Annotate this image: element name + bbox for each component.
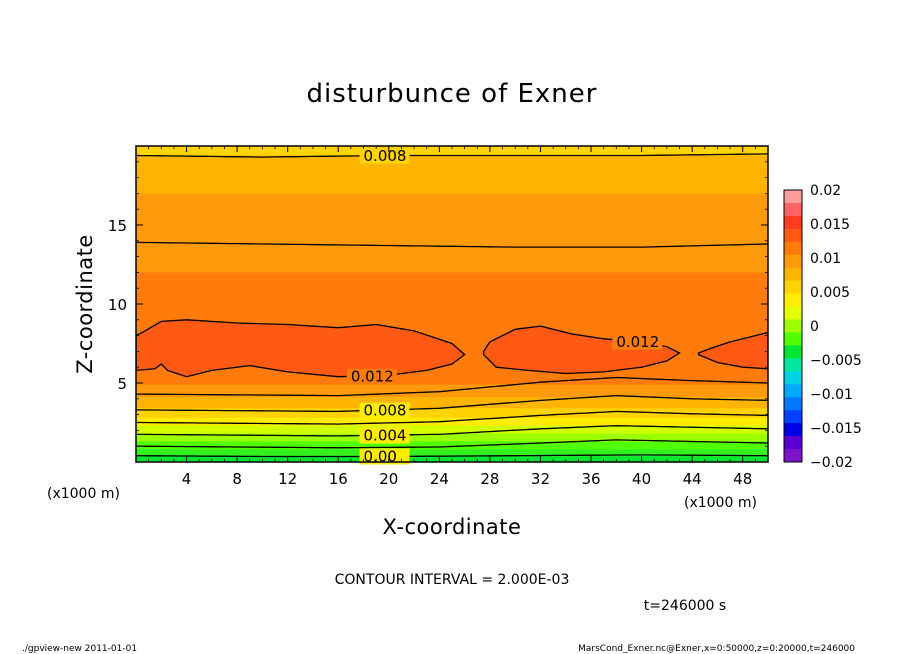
y-ticks: 5 10 15 (108, 161, 768, 447)
colorbar-swatch (784, 423, 802, 437)
colorbar-tick-label: 0.005 (810, 285, 850, 301)
contour-line (136, 454, 768, 458)
x-tick-label: 8 (232, 470, 242, 488)
colorbar-tick-label: 0 (810, 319, 819, 335)
colorbar-swatch (784, 293, 802, 308)
colorbar-frame (783, 189, 803, 463)
contour-line (136, 241, 768, 248)
y-tick-label: 5 (117, 375, 127, 393)
colorbar-swatch (784, 190, 802, 204)
colorbar-swatch (784, 358, 802, 372)
x-tick-label: 32 (531, 470, 550, 488)
colorbar-swatch (784, 267, 802, 282)
contour-line (136, 394, 768, 413)
time-text: t=246000 s (644, 598, 726, 614)
footer-left: ./gpview-new 2011-01-01 (22, 644, 137, 654)
y-tick-label: 15 (108, 217, 127, 235)
colorbar-ticks: 0.02 0.015 0.01 0.005 0 −0.005 −0.01 −0.015 −0.0… (810, 183, 862, 471)
contour-label: 0.012 (616, 333, 659, 351)
colorbar-swatch (784, 449, 802, 463)
contour-label-bg (359, 147, 410, 164)
contour-label-bg (359, 427, 410, 444)
y-axis-label: Z-coordinate (73, 234, 97, 374)
contour-bands (136, 146, 768, 462)
colorbar-swatch (784, 436, 802, 450)
colorbar-swatch (784, 410, 802, 424)
colorbar-swatch (784, 306, 802, 321)
contour-line (136, 410, 768, 425)
contour-region-012 (697, 331, 768, 370)
x-tick-label: 24 (430, 470, 449, 488)
colorbar-tick-label: 0.015 (810, 217, 850, 233)
contour-region-012 (136, 319, 466, 378)
chart-title: disturbunce of Exner (307, 79, 598, 109)
x-axis-label: X-coordinate (383, 515, 522, 539)
colorbar-swatch (784, 397, 802, 411)
contour-label: 0.008 (364, 147, 407, 165)
colorbar-swatch (784, 332, 802, 346)
x-tick-label: 20 (379, 470, 398, 488)
contour-line (136, 376, 768, 397)
contour-label: 0.008 (364, 402, 407, 420)
contour-line (136, 153, 768, 158)
colorbar-swatch (784, 384, 802, 398)
colorbar-swatch (784, 345, 802, 359)
x-unit-left: (x1000 m) (47, 486, 120, 502)
contour-label-bg (359, 402, 410, 419)
contour-line (136, 439, 768, 449)
colorbar-swatch (784, 319, 802, 333)
colorbar-tick-label: −0.01 (810, 387, 853, 403)
x-tick-label: 44 (683, 470, 702, 488)
x-tick-label: 4 (182, 470, 192, 488)
footer-right: MarsCond_Exner.nc@Exner,x=0:50000,z=0:20… (578, 644, 855, 654)
contour-line (136, 425, 768, 437)
contour-lines (136, 153, 768, 458)
colorbar-tick-label: 0.01 (810, 251, 841, 267)
colorbar-swatch (784, 202, 802, 217)
x-tick-label: 28 (480, 470, 499, 488)
x-tick-label: 12 (278, 470, 297, 488)
x-tick-label: 40 (632, 470, 651, 488)
x-tick-label: 16 (329, 470, 348, 488)
x-ticks: 4 8 12 16 20 24 28 32 36 40 44 48 (148, 146, 756, 488)
contour-label: 0.00 (364, 447, 397, 465)
contour-label-bg (359, 448, 410, 465)
colorbar-swatch (784, 228, 802, 243)
colorbar-swatch (784, 254, 802, 269)
y-tick-label: 10 (108, 296, 127, 314)
contour-label-bg (612, 333, 663, 350)
colorbar-swatch (784, 241, 802, 256)
contour-label: 0.012 (351, 368, 394, 386)
colorbar-swatch (784, 215, 802, 230)
contour-region-012 (482, 325, 681, 375)
colorbar-tick-label: −0.005 (810, 353, 862, 369)
contour-interval-text: CONTOUR INTERVAL = 2.000E-03 (335, 572, 570, 588)
colorbar-tick-label: 0.02 (810, 183, 841, 199)
colorbar (784, 190, 802, 463)
colorbar-swatch (784, 371, 802, 385)
colorbar-tick-label: −0.02 (810, 455, 853, 471)
contour-label-bg (346, 368, 397, 385)
x-tick-label: 48 (733, 470, 752, 488)
contour-labels: 0.00 0.004 0.008 0.008 0.012 0.012 (346, 147, 663, 465)
plot-area (136, 146, 768, 462)
contour-label: 0.004 (364, 427, 407, 445)
x-tick-label: 36 (581, 470, 600, 488)
colorbar-tick-label: −0.015 (810, 421, 862, 437)
x-unit-right: (x1000 m) (684, 495, 757, 511)
colorbar-swatch (784, 280, 802, 295)
